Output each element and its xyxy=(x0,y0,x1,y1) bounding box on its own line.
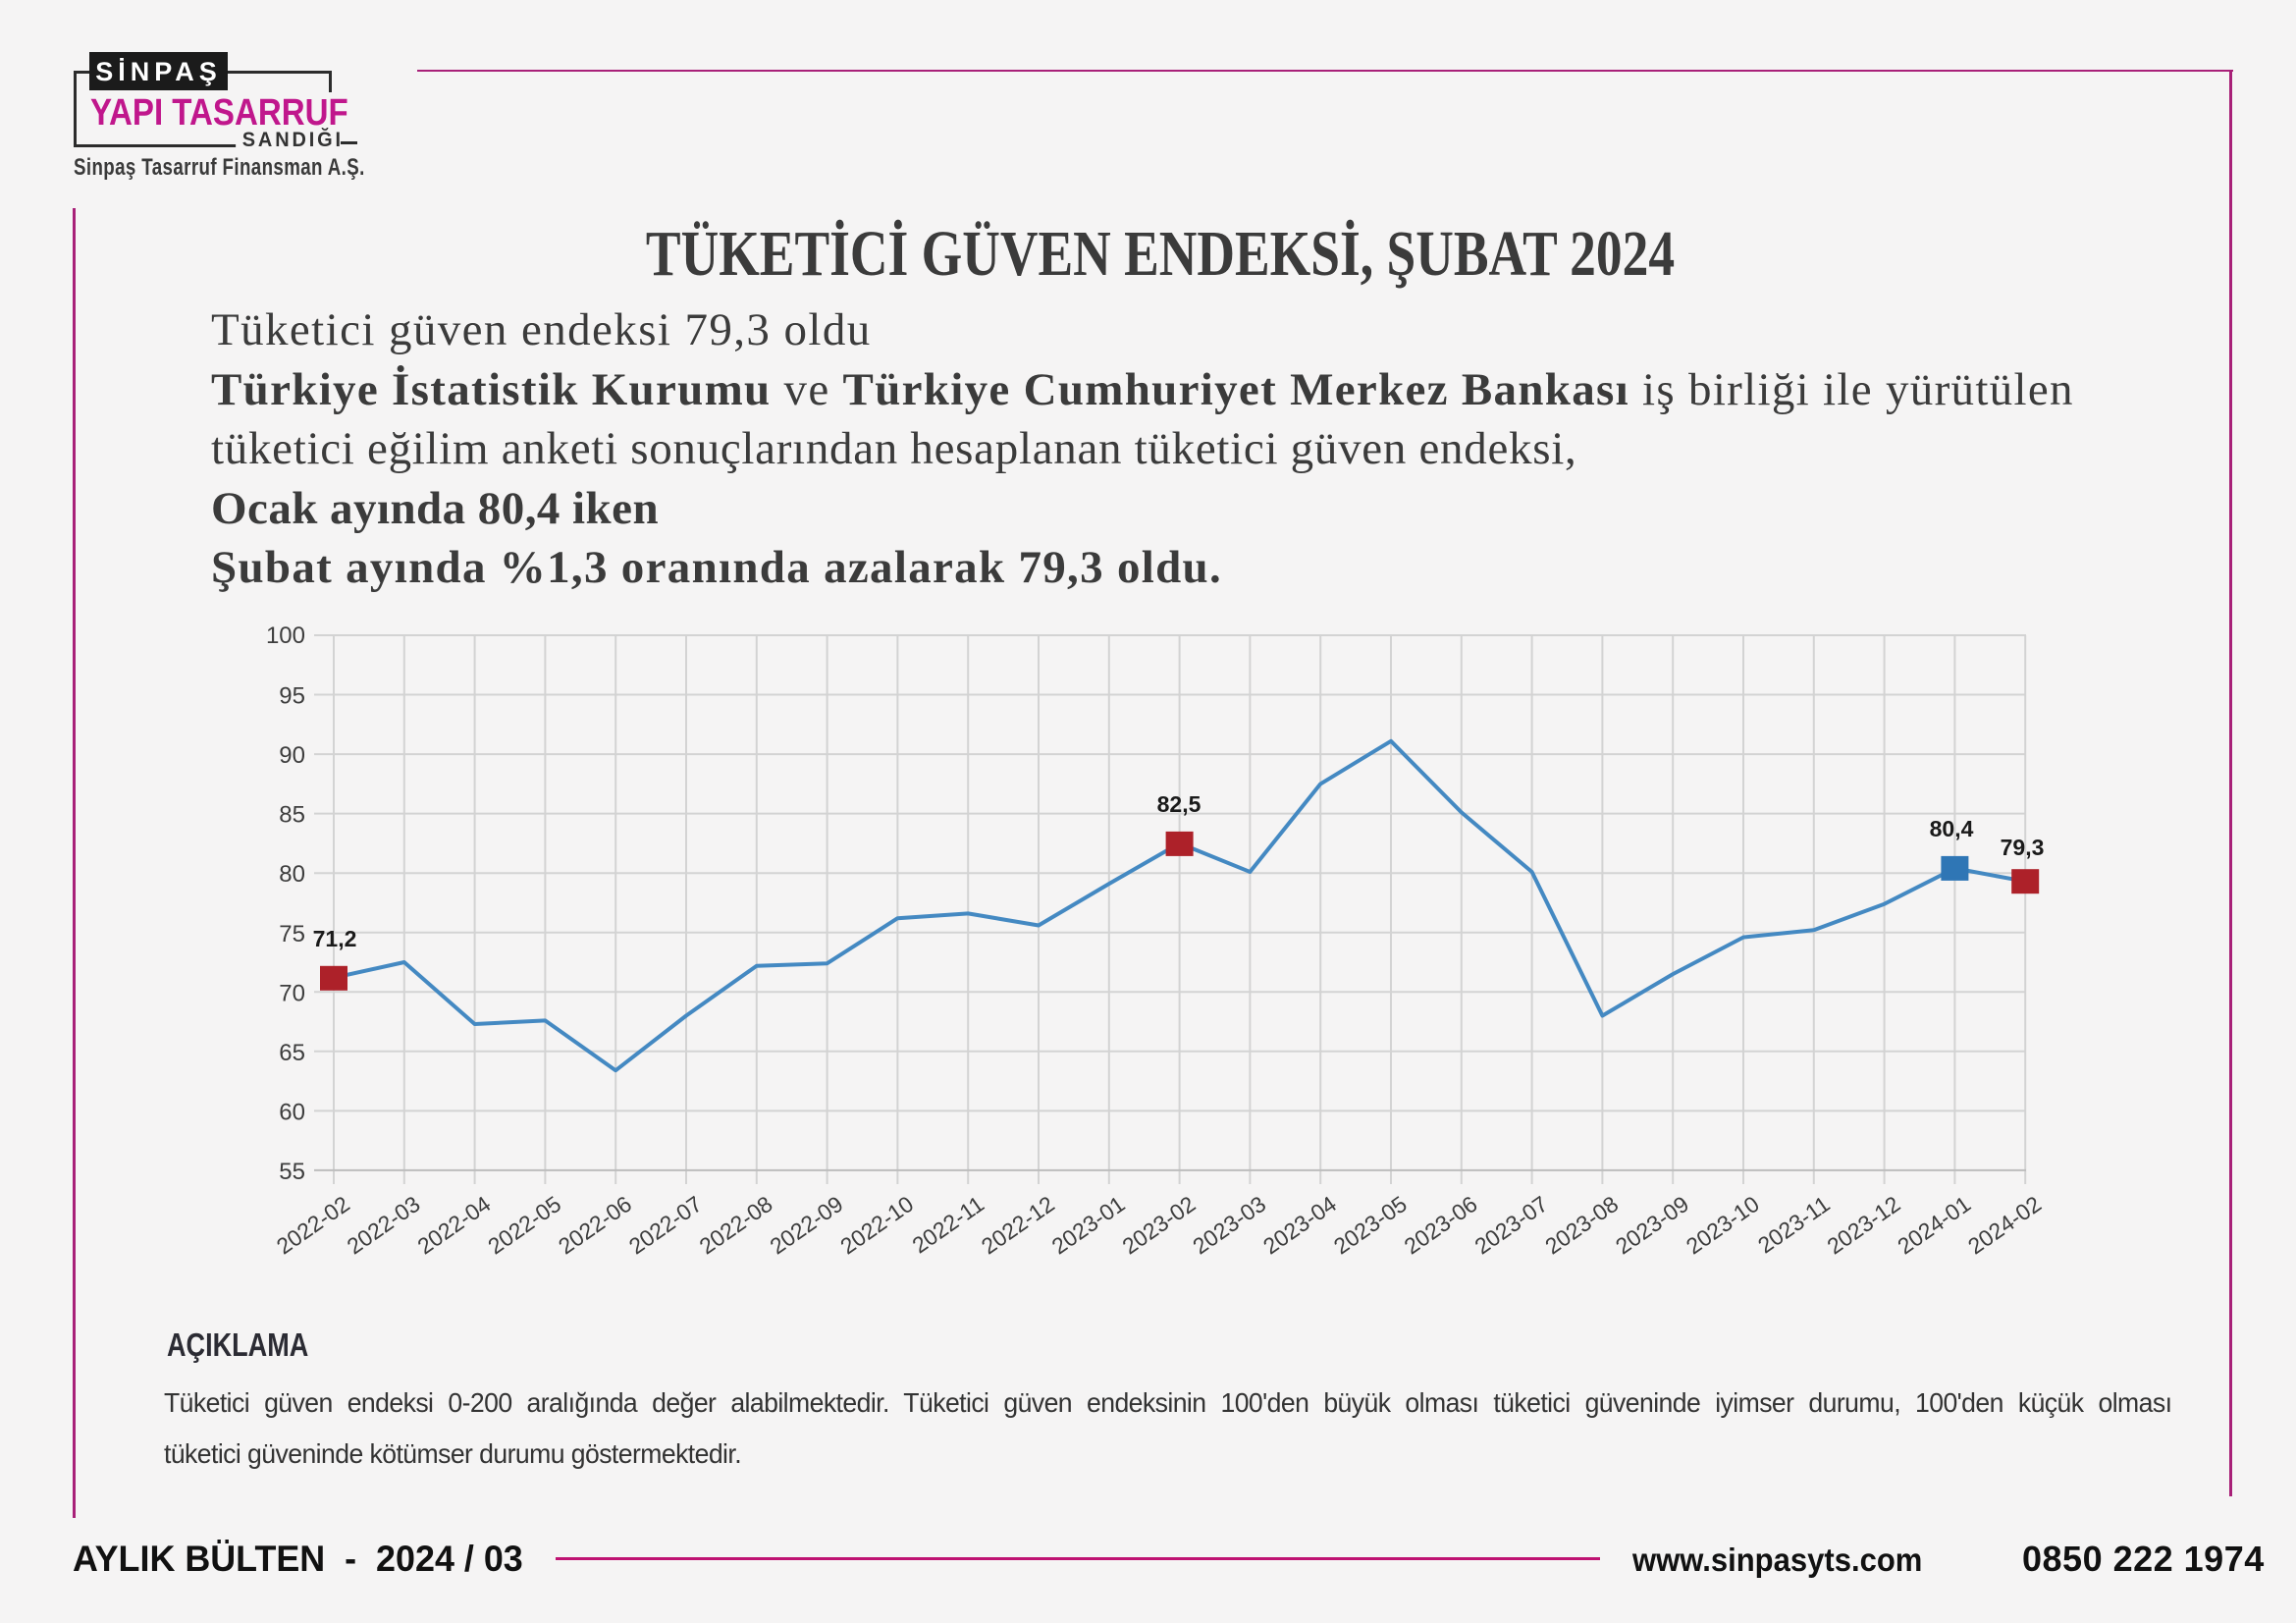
svg-text:2022-12: 2022-12 xyxy=(977,1191,1059,1260)
svg-text:55: 55 xyxy=(279,1159,305,1185)
svg-text:60: 60 xyxy=(279,1099,305,1125)
svg-text:95: 95 xyxy=(279,683,305,710)
svg-text:79,3: 79,3 xyxy=(2001,835,2045,860)
svg-text:2024-01: 2024-01 xyxy=(1893,1191,1975,1260)
svg-text:80: 80 xyxy=(279,861,305,888)
svg-text:2022-02: 2022-02 xyxy=(272,1191,354,1260)
svg-text:2022-09: 2022-09 xyxy=(765,1191,847,1260)
svg-text:2022-08: 2022-08 xyxy=(695,1191,777,1260)
svg-text:2023-11: 2023-11 xyxy=(1753,1191,1835,1259)
svg-text:80,4: 80,4 xyxy=(1930,816,1974,841)
svg-text:71,2: 71,2 xyxy=(313,926,357,951)
svg-text:2022-11: 2022-11 xyxy=(907,1191,988,1259)
svg-text:75: 75 xyxy=(279,921,305,947)
svg-text:2023-10: 2023-10 xyxy=(1682,1191,1764,1260)
svg-text:2024-02: 2024-02 xyxy=(1963,1191,2046,1260)
svg-text:2022-04: 2022-04 xyxy=(412,1191,495,1260)
svg-text:2022-06: 2022-06 xyxy=(554,1191,636,1260)
svg-text:2022-10: 2022-10 xyxy=(835,1191,918,1260)
svg-text:2022-05: 2022-05 xyxy=(483,1191,565,1260)
svg-text:100: 100 xyxy=(266,622,305,649)
svg-text:2023-05: 2023-05 xyxy=(1329,1191,1412,1260)
svg-text:70: 70 xyxy=(279,980,305,1006)
svg-text:2023-02: 2023-02 xyxy=(1117,1191,1200,1260)
svg-text:2022-07: 2022-07 xyxy=(624,1191,707,1260)
svg-text:2023-06: 2023-06 xyxy=(1400,1191,1482,1260)
svg-text:2023-01: 2023-01 xyxy=(1047,1191,1130,1260)
svg-text:65: 65 xyxy=(279,1040,305,1066)
svg-text:90: 90 xyxy=(279,742,305,769)
svg-text:2023-08: 2023-08 xyxy=(1540,1191,1623,1260)
svg-text:2022-03: 2022-03 xyxy=(343,1191,425,1260)
svg-text:2023-04: 2023-04 xyxy=(1258,1191,1341,1260)
svg-text:85: 85 xyxy=(279,802,305,829)
svg-text:2023-07: 2023-07 xyxy=(1469,1191,1552,1260)
svg-text:82,5: 82,5 xyxy=(1157,791,1201,817)
svg-text:2023-09: 2023-09 xyxy=(1611,1191,1693,1260)
svg-text:2023-03: 2023-03 xyxy=(1188,1191,1270,1260)
svg-text:2023-12: 2023-12 xyxy=(1822,1191,1904,1260)
